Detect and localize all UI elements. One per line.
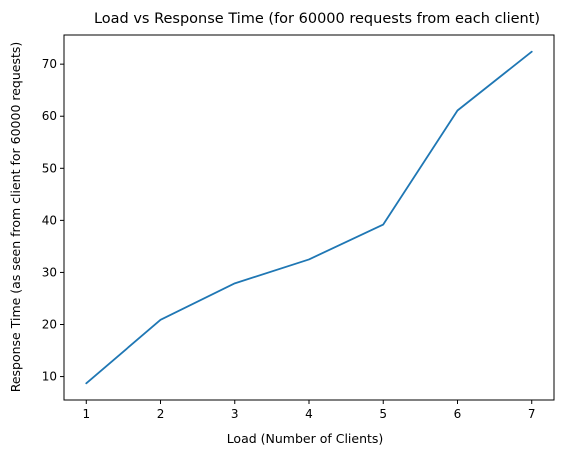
y-tick-label: 20 [42,318,57,332]
x-tick-label: 3 [231,407,239,421]
y-tick-label: 40 [42,213,57,227]
x-tick-label: 4 [305,407,313,421]
x-tick-label: 2 [157,407,165,421]
y-axis-label: Response Time (as seen from client for 6… [8,42,23,393]
y-tick-label: 10 [42,370,57,384]
x-tick-label: 5 [379,407,387,421]
x-tick-label: 1 [82,407,90,421]
chart-title: Load vs Response Time (for 60000 request… [94,11,540,27]
y-tick-label: 60 [42,109,57,123]
x-axis-ticks: 1 2 3 4 5 6 7 [82,400,536,421]
y-axis-ticks: 10 20 30 40 50 60 70 [42,57,64,384]
series-layer [85,50,533,385]
y-tick-label: 70 [42,57,57,71]
plot-area: 1 2 3 4 5 6 7 10 20 30 40 50 60 70 [42,34,555,421]
series-line-0 [85,50,533,385]
x-tick-label: 7 [528,407,536,421]
x-axis-label: Load (Number of Clients) [227,431,384,446]
y-tick-label: 50 [42,161,57,175]
y-tick-label: 30 [42,265,57,279]
x-tick-label: 6 [454,407,462,421]
